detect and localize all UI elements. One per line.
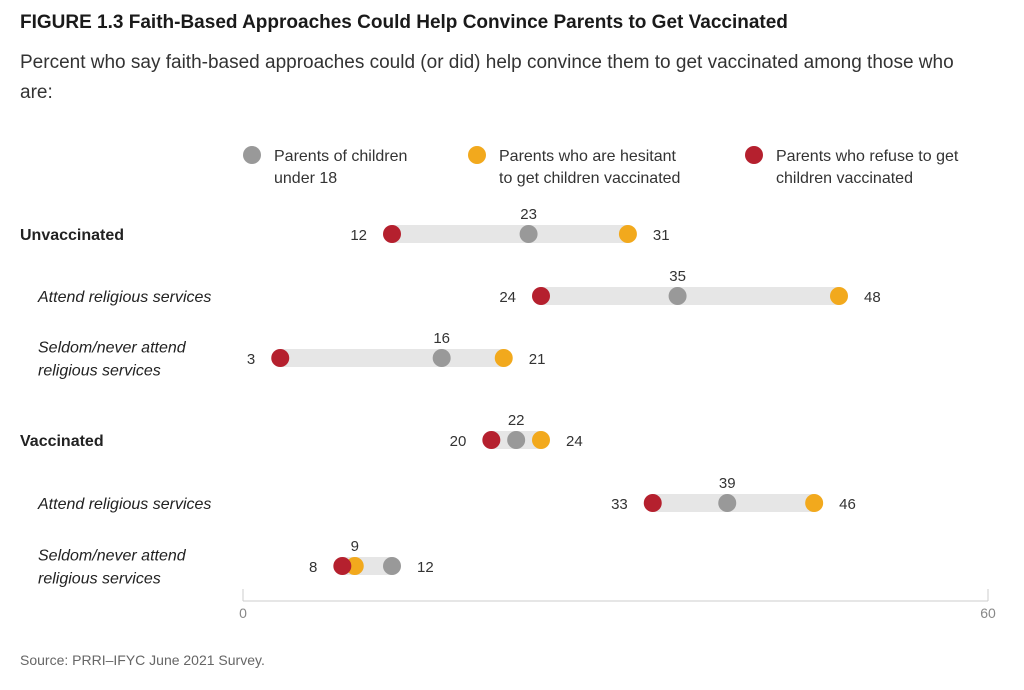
value-label-hesitant: 48 [864, 289, 881, 306]
legend-marker-parents [243, 146, 261, 164]
source-note: Source: PRRI–IFYC June 2021 Survey. [20, 652, 265, 668]
value-label-parents: 39 [719, 475, 736, 492]
value-label-parents: 16 [433, 330, 450, 347]
dot-parents [383, 557, 401, 575]
value-label-hesitant: 31 [653, 227, 670, 244]
legend-label-hesitant: Parents who are hesitant [499, 148, 677, 165]
row-label: Attend religious services [37, 289, 211, 306]
dot-plot: Unvaccinated 12 31 23 Attend religious servi… [20, 206, 996, 621]
dot-hesitant [494, 349, 513, 367]
dot-hesitant [830, 287, 848, 305]
dot-parents [718, 494, 737, 512]
legend-marker-refuse [745, 146, 763, 164]
row-label: Attend religious services [37, 496, 211, 513]
value-label-hesitant: 46 [839, 496, 856, 513]
dot-hesitant [532, 431, 550, 449]
chart-title: FIGURE 1.3 Faith-Based Approaches Could … [20, 12, 788, 33]
row-label: religious services [38, 363, 161, 380]
row-label: religious services [38, 571, 161, 588]
value-label-refuse: 8 [309, 559, 317, 576]
dot-hesitant [618, 225, 637, 243]
dot-parents [519, 225, 538, 243]
dot-parents [507, 431, 526, 449]
legend-label-refuse: Parents who refuse to get [776, 148, 959, 165]
value-label-parents: 23 [520, 206, 537, 223]
dot-refuse [643, 494, 662, 512]
legend-marker-hesitant [468, 146, 486, 164]
value-label-hesitant: 9 [351, 538, 359, 555]
value-label-refuse: 24 [499, 289, 516, 306]
dot-hesitant [345, 557, 364, 575]
legend-label-parents: under 18 [274, 170, 337, 187]
value-label-refuse: 12 [350, 227, 367, 244]
legend-label-refuse: children vaccinated [776, 170, 913, 187]
value-label-parents: 12 [417, 559, 434, 576]
dot-refuse [482, 431, 501, 449]
x-tick-label: 60 [980, 605, 996, 621]
legend-label-hesitant: to get children vaccinated [499, 170, 680, 187]
range-bar [541, 287, 839, 305]
row-label: Unvaccinated [20, 227, 124, 244]
dot-refuse [383, 225, 401, 243]
value-label-parents: 22 [508, 412, 525, 429]
dot-hesitant [805, 494, 824, 512]
range-bar [392, 225, 628, 243]
legend-label-parents: Parents of children [274, 148, 407, 165]
value-label-refuse: 20 [450, 433, 467, 450]
chart-legend: Parents of children under 18 Parents who a… [243, 146, 959, 187]
row-label: Vaccinated [20, 433, 104, 450]
dot-parents [432, 349, 451, 367]
row-label: Seldom/never attend [38, 340, 187, 357]
row-label: Seldom/never attend [38, 548, 187, 565]
dot-refuse [271, 349, 290, 367]
dot-refuse [333, 557, 352, 575]
x-tick-label: 0 [239, 605, 247, 621]
dot-refuse [532, 287, 550, 305]
range-bar [280, 349, 504, 367]
value-label-hesitant: 24 [566, 433, 583, 450]
value-label-refuse: 33 [611, 496, 628, 513]
value-label-hesitant: 21 [529, 351, 546, 368]
value-label-refuse: 3 [247, 351, 255, 368]
value-label-parents: 35 [669, 268, 686, 285]
dot-parents [668, 287, 687, 305]
chart-subtitle: Percent who say faith-based approaches c… [20, 52, 954, 103]
